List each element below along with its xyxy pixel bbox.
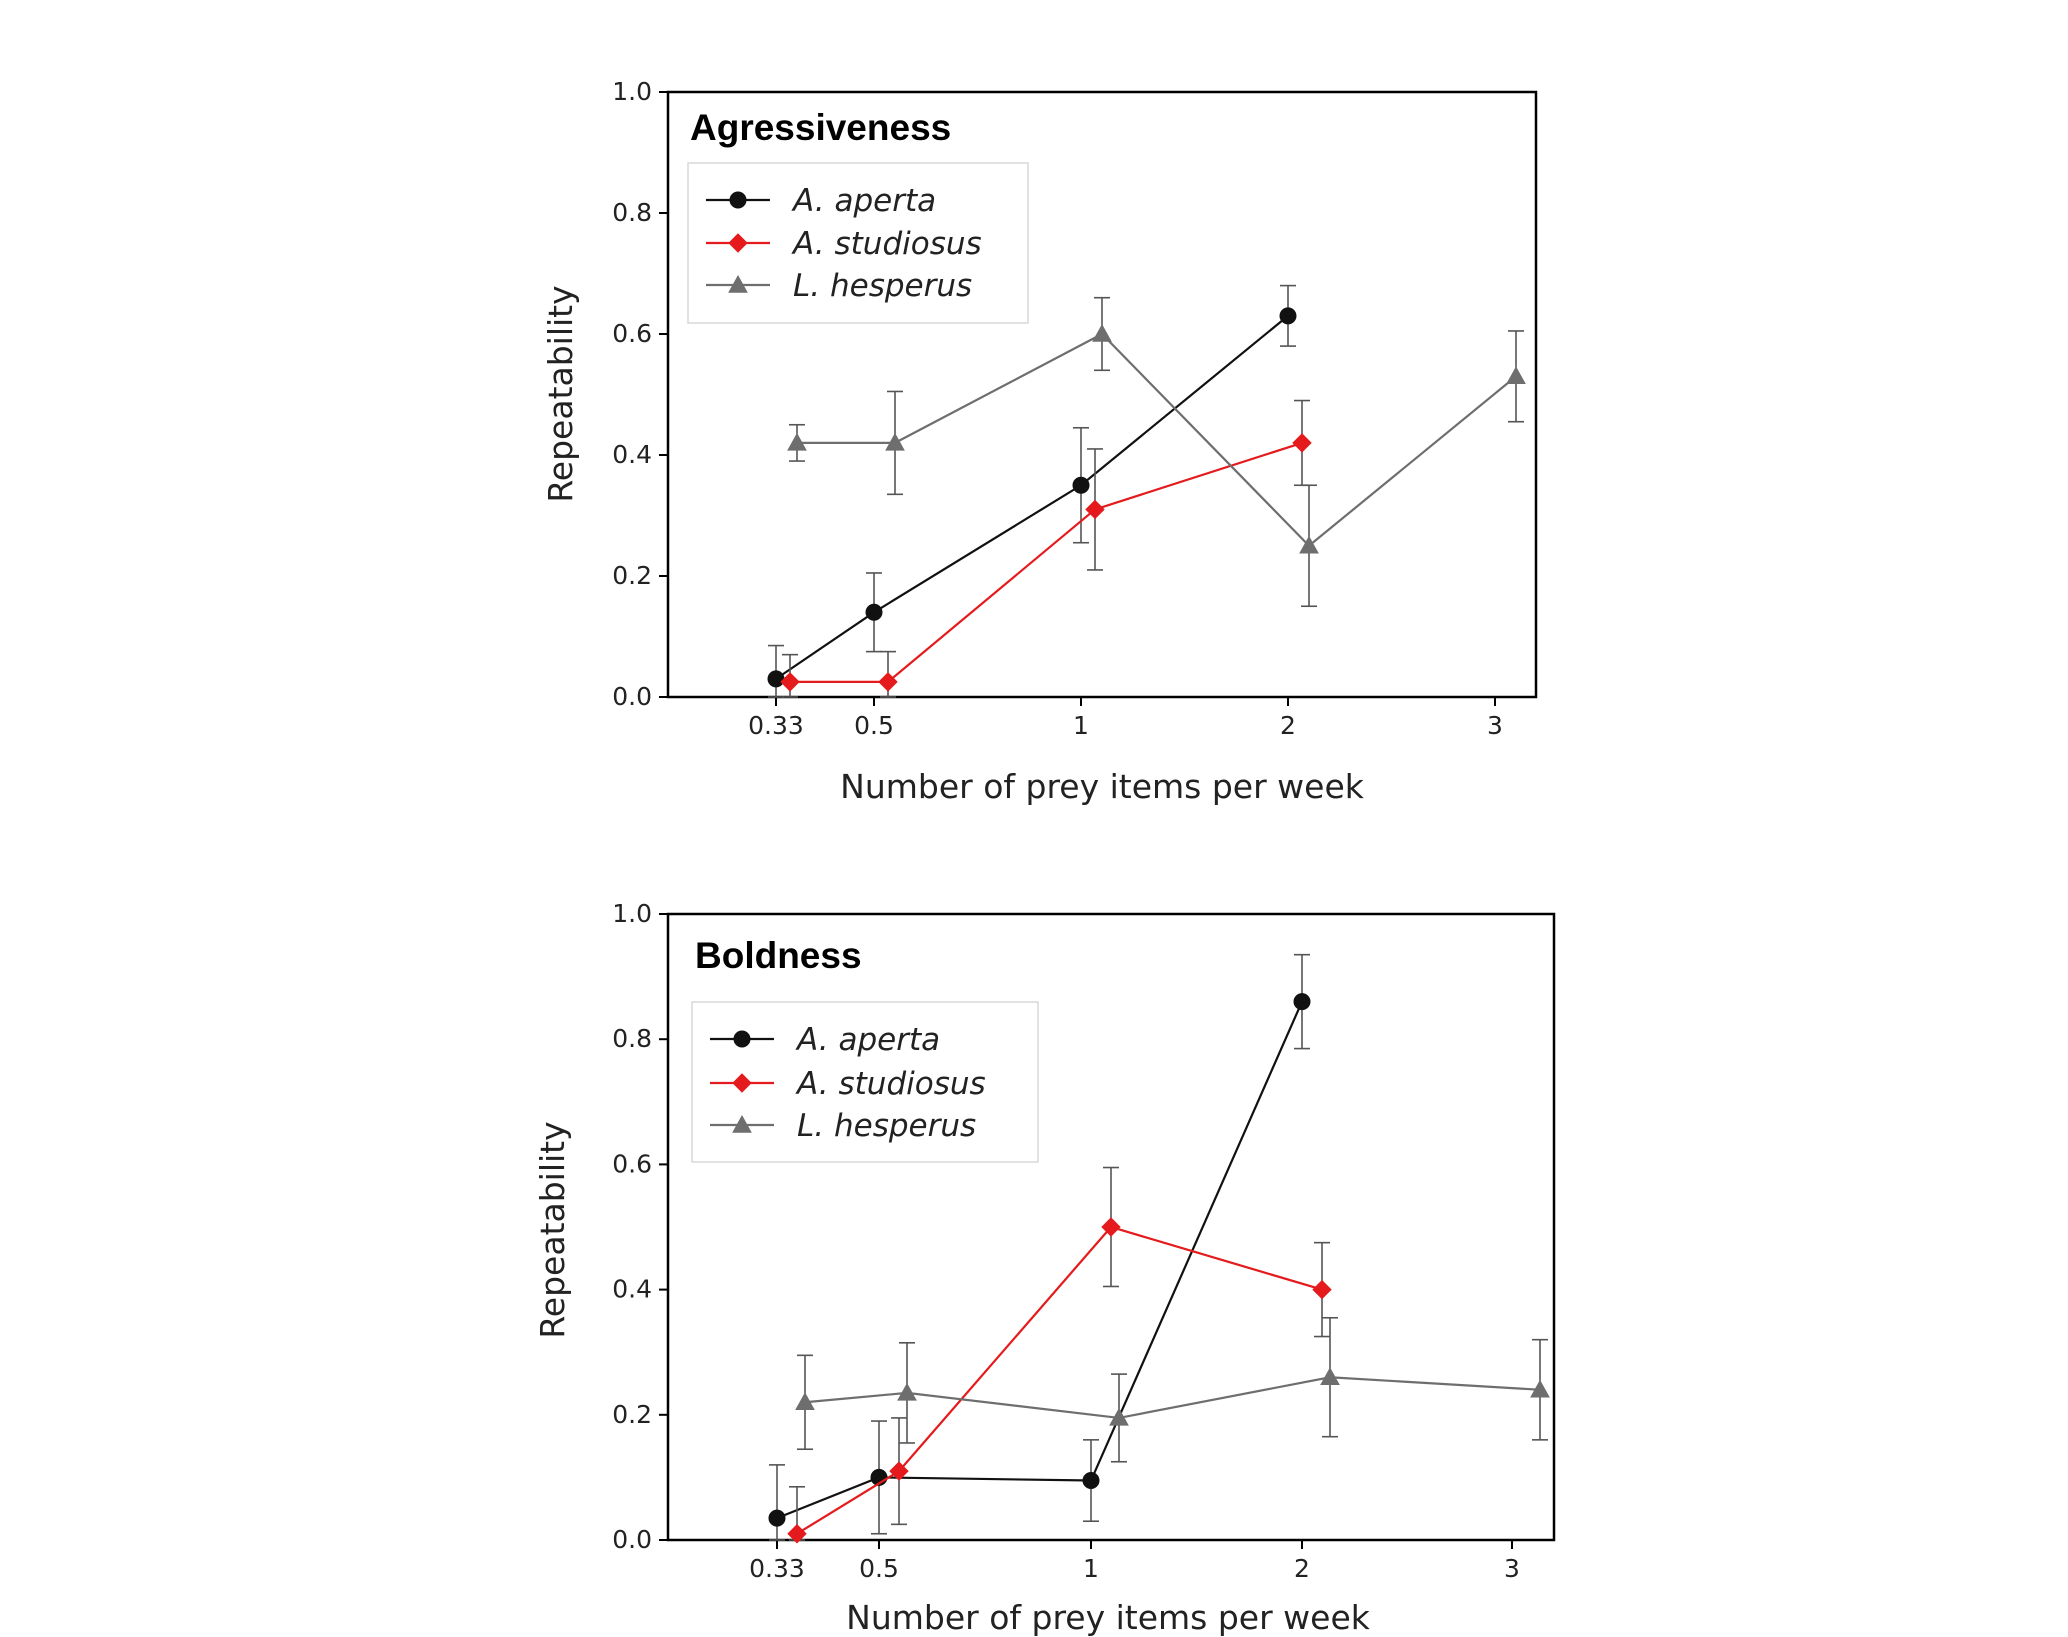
series-line bbox=[797, 332, 1517, 548]
y-tick-label: 0.2 bbox=[612, 561, 652, 590]
y-axis-label: Repeatability bbox=[533, 1121, 572, 1338]
series-line bbox=[776, 1001, 1304, 1520]
x-tick-label: 0.33 bbox=[749, 1554, 805, 1583]
data-point bbox=[1092, 323, 1112, 342]
data-point bbox=[1072, 476, 1090, 494]
data-point bbox=[1292, 433, 1312, 453]
x-tick-label: 2 bbox=[1280, 711, 1296, 740]
x-tick-label: 1 bbox=[1083, 1554, 1099, 1583]
legend-marker bbox=[732, 1073, 752, 1093]
y-tick-label: 0.8 bbox=[612, 198, 652, 227]
plot-frame bbox=[666, 912, 1556, 1542]
y-tick-label: 0.6 bbox=[612, 319, 652, 348]
data-point bbox=[878, 672, 898, 692]
plot-frame bbox=[666, 90, 1538, 699]
x-tick-label: 3 bbox=[1487, 711, 1503, 740]
data-point bbox=[1082, 1472, 1100, 1490]
data-point bbox=[795, 1392, 815, 1410]
y-tick-label: 0.0 bbox=[612, 1525, 652, 1554]
y-tick-label: 0.4 bbox=[612, 1275, 652, 1304]
series-circle bbox=[767, 284, 1297, 698]
data-point bbox=[787, 432, 807, 451]
series-line bbox=[790, 441, 1303, 683]
legend-label: A. aperta bbox=[795, 1022, 940, 1058]
data-point bbox=[1279, 307, 1297, 325]
data-point bbox=[1312, 1279, 1332, 1300]
legend-marker bbox=[729, 191, 747, 209]
y-tick-label: 0.4 bbox=[612, 440, 652, 469]
panel-2: 0.0 0.2 0.4 0.6 0.8 1.0 0.33 0.5 1 2 3 Repeatabilit… bbox=[533, 899, 1556, 1637]
x-tick-label: 0.5 bbox=[854, 711, 894, 740]
data-point bbox=[1320, 1367, 1340, 1385]
series-diamond bbox=[780, 399, 1312, 698]
x-tick-label: 0.5 bbox=[859, 1554, 899, 1583]
data-point bbox=[780, 672, 800, 692]
legend-marker bbox=[733, 1030, 751, 1048]
x-tick-label: 3 bbox=[1504, 1554, 1520, 1583]
y-tick-label: 0.2 bbox=[612, 1400, 652, 1429]
x-axis-label: Number of prey items per week bbox=[840, 767, 1365, 806]
legend-label: A. aperta bbox=[791, 183, 936, 219]
y-tick-label: 1.0 bbox=[612, 77, 652, 106]
y-axis-label: Repeatability bbox=[541, 285, 580, 502]
legend: A. aperta A. studiosus L. hesperus bbox=[687, 162, 1029, 324]
legend-marker bbox=[728, 233, 748, 253]
y-tick-label: 0.0 bbox=[612, 682, 652, 711]
data-point bbox=[1293, 993, 1311, 1011]
data-point bbox=[787, 1524, 807, 1544]
y-tick-label: 0.6 bbox=[612, 1149, 652, 1178]
data-point bbox=[1101, 1217, 1121, 1237]
data-point bbox=[1506, 366, 1526, 385]
legend-label: A. studiosus bbox=[795, 1066, 986, 1102]
data-point bbox=[1299, 535, 1319, 554]
data-point bbox=[1109, 1407, 1129, 1426]
data-point bbox=[767, 670, 785, 688]
series-line bbox=[804, 1376, 1541, 1420]
series-triangle bbox=[795, 1316, 1550, 1463]
x-axis-label: Number of prey items per week bbox=[846, 1598, 1371, 1637]
data-point bbox=[768, 1509, 786, 1527]
data-point bbox=[1530, 1379, 1550, 1398]
x-tick-label: 1 bbox=[1073, 711, 1089, 740]
data-point bbox=[889, 1461, 909, 1481]
data-point bbox=[897, 1382, 917, 1401]
legend: A. aperta A. studiosus L. hesperus bbox=[691, 1001, 1039, 1163]
panel-title: Agressiveness bbox=[690, 107, 951, 148]
data-point bbox=[885, 432, 905, 451]
legend-marker bbox=[732, 1114, 752, 1133]
y-tick-label: 1.0 bbox=[612, 899, 652, 928]
y-tick-label: 0.8 bbox=[612, 1024, 652, 1053]
panel-1: 0.0 0.2 0.4 0.6 0.8 1.0 0.33 0.5 1 2 3 Repeatabilit… bbox=[541, 77, 1538, 806]
data-point bbox=[1085, 499, 1105, 520]
series-line bbox=[775, 314, 1289, 680]
legend-label: A. studiosus bbox=[791, 226, 982, 262]
x-tick-label: 0.33 bbox=[748, 711, 804, 740]
x-tick-label: 2 bbox=[1294, 1554, 1310, 1583]
data-point bbox=[865, 603, 883, 621]
legend-marker bbox=[728, 274, 748, 293]
legend-label: L. hesperus bbox=[797, 1108, 976, 1144]
series-line bbox=[796, 1225, 1323, 1535]
series-diamond bbox=[787, 1166, 1332, 1544]
series-triangle bbox=[787, 296, 1526, 608]
legend-label: L. hesperus bbox=[793, 268, 972, 304]
panel-title: Boldness bbox=[695, 935, 862, 976]
